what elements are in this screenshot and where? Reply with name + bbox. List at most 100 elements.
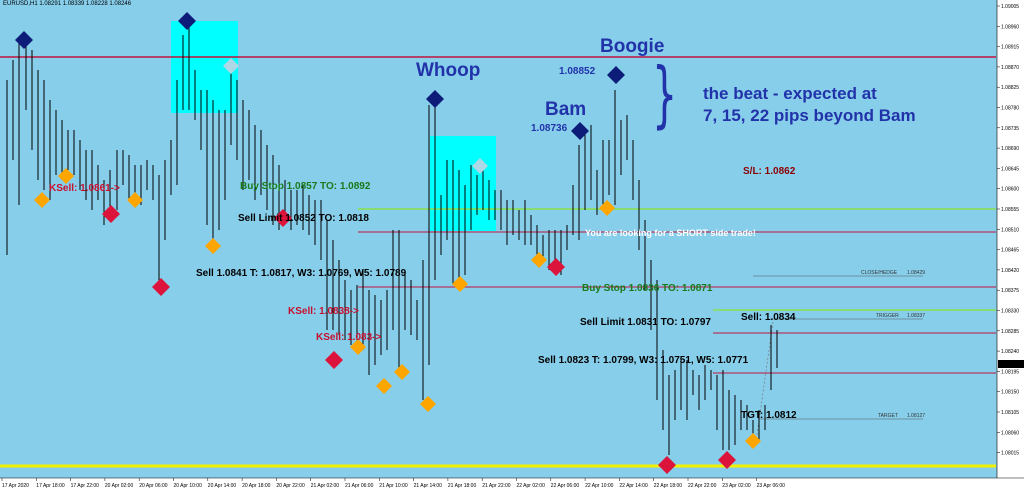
time-axis-label: 20 Apr 02:00: [105, 483, 134, 489]
price-axis-label: 1.08510: [1001, 227, 1019, 233]
price-axis-label: 1.08060: [1001, 430, 1019, 436]
label-buy-stop-2: Buy Stop 1.0836 TO: 1.0871: [582, 283, 713, 294]
price-axis-label: 1.08105: [1001, 410, 1019, 416]
red-diamond[interactable]: [152, 278, 170, 296]
navy-diamond[interactable]: [607, 66, 625, 84]
red-diamond[interactable]: [274, 209, 292, 227]
price-axis-label: 1.08150: [1001, 390, 1019, 396]
time-axis-label: 17 Apr 22:00: [71, 483, 100, 489]
time-axis-label: 22 Apr 18:00: [654, 483, 683, 489]
price-axis-label: 1.08600: [1001, 187, 1019, 193]
price-axis-label: 1.08330: [1001, 309, 1019, 315]
price-axis-label: 1.08285: [1001, 329, 1019, 335]
brace: }: [652, 52, 678, 136]
price-axis-label: 1.08555: [1001, 207, 1019, 213]
label-sell-main-2: Sell 1.0823 T: 1.0799, W3: 1.0751, W5: 1…: [538, 355, 749, 366]
navy-diamond[interactable]: [426, 90, 444, 108]
time-axis-label: 21 Apr 14:00: [414, 483, 443, 489]
beat-line-1: the beat - expected at: [703, 84, 877, 103]
orange-diamond[interactable]: [394, 364, 410, 380]
lightblue-diamond[interactable]: [223, 58, 239, 74]
current-price-label: 1.08246: [1001, 362, 1019, 368]
time-axis-label: 22 Apr 10:00: [585, 483, 614, 489]
time-axis-label: 20 Apr 14:00: [208, 483, 237, 489]
time-axis-label: 21 Apr 22:00: [482, 483, 511, 489]
label-target-val: 1.08127: [907, 413, 926, 419]
label-boogie: Boogie: [600, 36, 665, 57]
price-axis-label: 1.08420: [1001, 268, 1019, 274]
price-axis-label: 1.09005: [1001, 4, 1019, 10]
label-ksell-1: KSell: 1.0861->: [49, 183, 120, 194]
navy-diamond[interactable]: [178, 12, 196, 30]
label-sell-small: Sell: 1.0834: [741, 312, 796, 323]
label-close-hedge-val: 1.08429: [907, 270, 926, 276]
price-axis-label: 1.08195: [1001, 369, 1019, 375]
label-bam-price: 1.08736: [531, 123, 568, 134]
price-axis-label: 1.08825: [1001, 85, 1019, 91]
orange-diamond[interactable]: [127, 192, 143, 208]
label-trigger: TRIGGER: [876, 313, 899, 319]
price-axis-label: 1.08960: [1001, 24, 1019, 30]
time-axis-label: 23 Apr 06:00: [757, 483, 786, 489]
price-axis-label: 1.08465: [1001, 248, 1019, 254]
time-axis-label: 22 Apr 22:00: [688, 483, 717, 489]
time-axis-label: 21 Apr 10:00: [379, 483, 408, 489]
price-axis-label: 1.08375: [1001, 288, 1019, 294]
label-sell-limit-2: Sell Limit 1.0831 TO: 1.0797: [580, 317, 711, 328]
time-axis-label: 22 Apr 06:00: [551, 483, 580, 489]
beat-line-2: 7, 15, 22 pips beyond Bam: [703, 106, 916, 125]
navy-diamond[interactable]: [571, 122, 589, 140]
label-whoop: Whoop: [416, 60, 481, 81]
red-diamond[interactable]: [102, 205, 120, 223]
price-axis-label: 1.08240: [1001, 349, 1019, 355]
time-axis-label: 21 Apr 02:00: [311, 483, 340, 489]
label-tgt: TGT: 1.0812: [741, 410, 797, 421]
lightblue-diamond[interactable]: [472, 158, 488, 174]
label-buy-stop-1: Buy Stop 1.0857 TO: 1.0892: [240, 181, 371, 192]
label-ksell-2: KSell: 1.0838->: [288, 306, 359, 317]
price-axis[interactable]: [997, 0, 1024, 478]
orange-diamond[interactable]: [58, 168, 74, 184]
time-axis-label: 23 Apr 02:00: [722, 483, 751, 489]
red-diamond[interactable]: [658, 456, 676, 474]
navy-diamond[interactable]: [15, 31, 33, 49]
time-axis-label: 22 Apr 02:00: [517, 483, 546, 489]
orange-diamond[interactable]: [745, 433, 761, 449]
price-axis-label: 1.08870: [1001, 65, 1019, 71]
orange-diamond[interactable]: [420, 396, 436, 412]
label-short-msg: You are looking for a SHORT side trade!: [585, 228, 756, 238]
red-diamond[interactable]: [547, 258, 565, 276]
time-axis[interactable]: [0, 478, 1024, 491]
symbol-info: EURUSD,H1 1.08291 1.08339 1.08228 1.0824…: [3, 1, 132, 7]
time-axis-label: 22 Apr 14:00: [619, 483, 648, 489]
label-ksell-3: KSell: 1.083->: [316, 332, 382, 343]
time-axis-label: 21 Apr 06:00: [345, 483, 374, 489]
label-sell-limit-1: Sell Limit 1.0852 TO: 1.0818: [238, 213, 369, 224]
label-boogie-price: 1.08852: [559, 66, 596, 77]
orange-diamond[interactable]: [531, 252, 547, 268]
price-axis-label: 1.08915: [1001, 45, 1019, 51]
red-diamond[interactable]: [718, 451, 736, 469]
label-trigger-val: 1.08337: [907, 313, 926, 319]
orange-diamond[interactable]: [350, 339, 366, 355]
orange-diamond[interactable]: [205, 238, 221, 254]
time-axis-label: 21 Apr 18:00: [448, 483, 477, 489]
orange-diamond[interactable]: [599, 200, 615, 216]
orange-diamond[interactable]: [452, 276, 468, 292]
orange-diamond[interactable]: [34, 192, 50, 208]
label-sl: S/L: 1.0862: [743, 166, 796, 177]
label-close-hedge: CLOSE/HEDGE: [861, 270, 898, 276]
time-axis-label: 17 Apr 18:00: [36, 483, 65, 489]
time-axis-label: 20 Apr 06:00: [139, 483, 168, 489]
time-axis-label: 20 Apr 22:00: [276, 483, 305, 489]
price-axis-label: 1.08735: [1001, 126, 1019, 132]
orange-diamond[interactable]: [376, 378, 392, 394]
time-axis-label: 20 Apr 10:00: [174, 483, 203, 489]
price-axis-label: 1.08645: [1001, 166, 1019, 172]
time-axis-label: 20 Apr 18:00: [242, 483, 271, 489]
price-axis-label: 1.08690: [1001, 146, 1019, 152]
time-axis-label: 17 Apr 2020: [2, 483, 29, 489]
red-diamond[interactable]: [325, 351, 343, 369]
